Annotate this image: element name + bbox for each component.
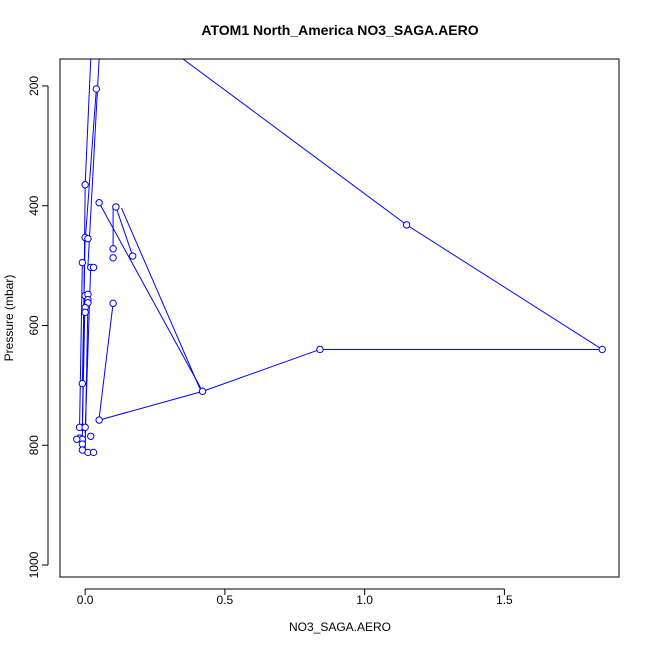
- data-point: [81, 181, 89, 189]
- data-point: [95, 416, 103, 424]
- data-point: [73, 435, 81, 443]
- x-tick-label: 0.5: [217, 593, 234, 607]
- series-line-segment: [98, 348, 603, 421]
- y-tick-label: 400: [27, 195, 41, 215]
- y-tick-label: 800: [27, 435, 41, 455]
- data-point: [78, 379, 87, 388]
- data-point: [81, 423, 89, 431]
- y-tick-label: 1000: [27, 551, 41, 578]
- series-line-segment: [84, 59, 92, 185]
- data-point: [112, 203, 120, 211]
- x-tick-label: 1.5: [496, 593, 513, 607]
- series-line-segment: [115, 206, 134, 257]
- data-point: [316, 345, 324, 354]
- data-point: [78, 258, 87, 267]
- y-tick-label: 200: [27, 76, 41, 96]
- series-line-segment: [79, 262, 83, 428]
- series-line-segment: [84, 88, 97, 242]
- data-point: [109, 245, 117, 253]
- x-axis: 0.0 0.5 1.0 1.5: [77, 588, 513, 607]
- y-tick-label: 600: [27, 315, 41, 335]
- plot-area: [73, 59, 606, 457]
- data-point: [198, 387, 207, 396]
- data-point: [92, 85, 101, 93]
- series-line-segment: [121, 207, 201, 389]
- chart-title: ATOM1 North_America NO3_SAGA.AERO: [201, 22, 478, 38]
- plot-frame: [59, 58, 620, 578]
- data-point: [81, 308, 89, 317]
- series-line-segment: [98, 303, 114, 419]
- data-point: [89, 263, 98, 272]
- y-axis-label: Pressure (mbar): [2, 275, 16, 362]
- data-point: [598, 345, 606, 354]
- x-axis-label: NO3_SAGA.AERO: [289, 620, 391, 634]
- series-line-segment: [87, 59, 100, 266]
- data-point: [109, 299, 117, 308]
- data-point: [78, 440, 87, 448]
- x-tick-label: 1.0: [356, 593, 373, 607]
- series-line-segment: [98, 202, 203, 392]
- series-line-segment: [182, 59, 603, 350]
- x-tick-label: 0.0: [77, 593, 94, 607]
- data-point: [89, 448, 98, 457]
- data-point: [402, 221, 411, 229]
- y-axis: 200 400 600 800 1000: [27, 76, 49, 578]
- data-point: [128, 252, 137, 260]
- data-point: [95, 199, 103, 207]
- data-point: [87, 432, 95, 440]
- data-point: [84, 234, 92, 243]
- data-point: [109, 254, 117, 262]
